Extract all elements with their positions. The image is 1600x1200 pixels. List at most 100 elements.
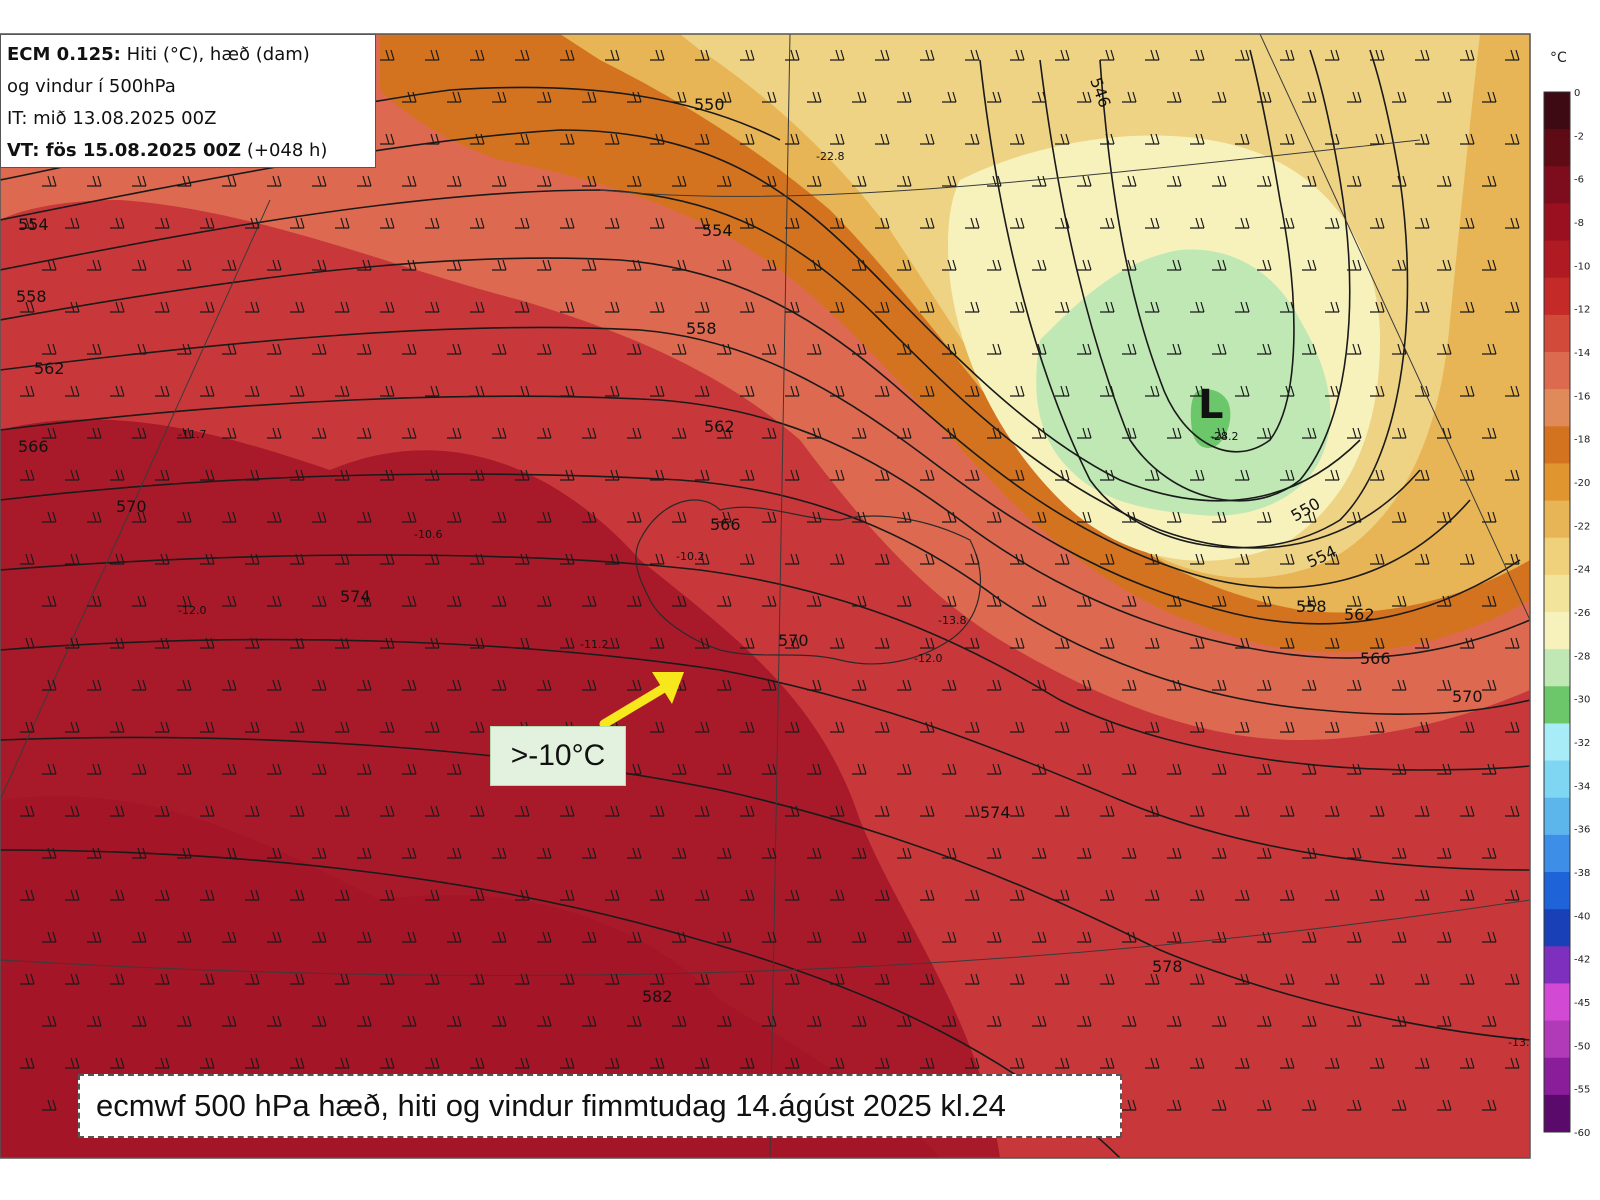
wind-barb <box>537 175 552 187</box>
wind-barb <box>87 595 102 607</box>
wind-barb <box>1077 175 1092 187</box>
wind-barb <box>875 805 890 817</box>
wind-barb <box>1235 133 1250 145</box>
contour-label-558-b: 558 <box>686 319 717 338</box>
wind-barb <box>537 679 552 691</box>
wind-barb <box>245 637 260 649</box>
wind-barb <box>267 427 282 439</box>
wind-barb <box>312 847 327 859</box>
wind-barb <box>335 889 350 901</box>
wind-barb <box>1325 469 1340 481</box>
wind-barb <box>312 679 327 691</box>
temp-label: -10.6 <box>414 528 442 541</box>
wind-barb <box>425 133 440 145</box>
wind-barb <box>1257 595 1272 607</box>
wind-barb <box>627 763 642 775</box>
wind-barb <box>1257 763 1272 775</box>
wind-barb <box>402 175 417 187</box>
wind-barb <box>1190 1057 1205 1069</box>
wind-barb <box>357 763 372 775</box>
wind-barb <box>1077 763 1092 775</box>
wind-barb <box>1010 301 1025 313</box>
legend-swatch <box>1544 1020 1570 1059</box>
wind-barb <box>560 553 575 565</box>
wind-barb <box>807 1015 822 1027</box>
wind-barb <box>1437 91 1452 103</box>
wind-barb <box>1055 49 1070 61</box>
wind-barb <box>695 553 710 565</box>
wind-barb <box>155 805 170 817</box>
wind-barb <box>1032 511 1047 523</box>
wind-barb <box>335 805 350 817</box>
wind-barb <box>132 763 147 775</box>
wind-barb <box>695 973 710 985</box>
wind-barb <box>627 595 642 607</box>
wind-barb <box>357 931 372 943</box>
wind-barb <box>762 595 777 607</box>
legend-tick-label: -2 <box>1574 131 1584 142</box>
wind-barb <box>132 931 147 943</box>
wind-barb <box>1010 637 1025 649</box>
wind-barb <box>1437 511 1452 523</box>
wind-barb <box>1325 553 1340 565</box>
legend-tick-label: -50 <box>1574 1041 1590 1052</box>
wind-barb <box>650 469 665 481</box>
wind-barb <box>267 595 282 607</box>
wind-barb <box>1437 175 1452 187</box>
wind-barb <box>470 973 485 985</box>
wind-barb <box>830 385 845 397</box>
wind-barb <box>627 679 642 691</box>
wind-barb <box>1302 1015 1317 1027</box>
wind-barb <box>830 301 845 313</box>
wind-barb <box>1347 427 1362 439</box>
wind-barb <box>582 511 597 523</box>
wind-barb <box>1460 385 1475 397</box>
wind-barb <box>740 301 755 313</box>
wind-barb <box>830 721 845 733</box>
wind-barb <box>1392 427 1407 439</box>
wind-barb <box>200 469 215 481</box>
wind-barb <box>965 637 980 649</box>
wind-barb <box>1190 385 1205 397</box>
wind-barb <box>1437 259 1452 271</box>
wind-barb <box>1032 763 1047 775</box>
wind-barb <box>1100 301 1115 313</box>
wind-barb <box>605 217 620 229</box>
wind-barb <box>1347 679 1362 691</box>
wind-barb <box>245 385 260 397</box>
legend-swatch <box>1544 129 1570 167</box>
wind-barb <box>1370 301 1385 313</box>
wind-barb <box>132 679 147 691</box>
wind-barb <box>942 931 957 943</box>
wind-barb <box>1302 175 1317 187</box>
wind-barb <box>965 49 980 61</box>
wind-barb <box>267 847 282 859</box>
wind-barb <box>42 175 57 187</box>
wind-barb <box>1392 175 1407 187</box>
legend-swatch <box>1544 1094 1570 1133</box>
wind-barb <box>1010 469 1025 481</box>
wind-barb <box>965 133 980 145</box>
wind-barb <box>1190 889 1205 901</box>
wind-barb <box>402 679 417 691</box>
temp-label: -12.0 <box>914 652 942 665</box>
wind-barb <box>267 679 282 691</box>
wind-barb <box>807 931 822 943</box>
wind-barb <box>785 805 800 817</box>
wind-barb <box>1415 469 1430 481</box>
wind-barb <box>1145 721 1160 733</box>
wind-barb <box>447 343 462 355</box>
wind-barb <box>1280 217 1295 229</box>
wind-barb <box>200 805 215 817</box>
wind-barb <box>267 931 282 943</box>
wind-barb <box>1212 175 1227 187</box>
wind-barb <box>852 175 867 187</box>
wind-barb <box>380 49 395 61</box>
wind-barb <box>222 259 237 271</box>
wind-barb <box>42 343 57 355</box>
wind-barb <box>920 217 935 229</box>
wind-barb <box>470 889 485 901</box>
wind-barb <box>380 217 395 229</box>
wind-barb <box>200 301 215 313</box>
wind-barb <box>1257 259 1272 271</box>
